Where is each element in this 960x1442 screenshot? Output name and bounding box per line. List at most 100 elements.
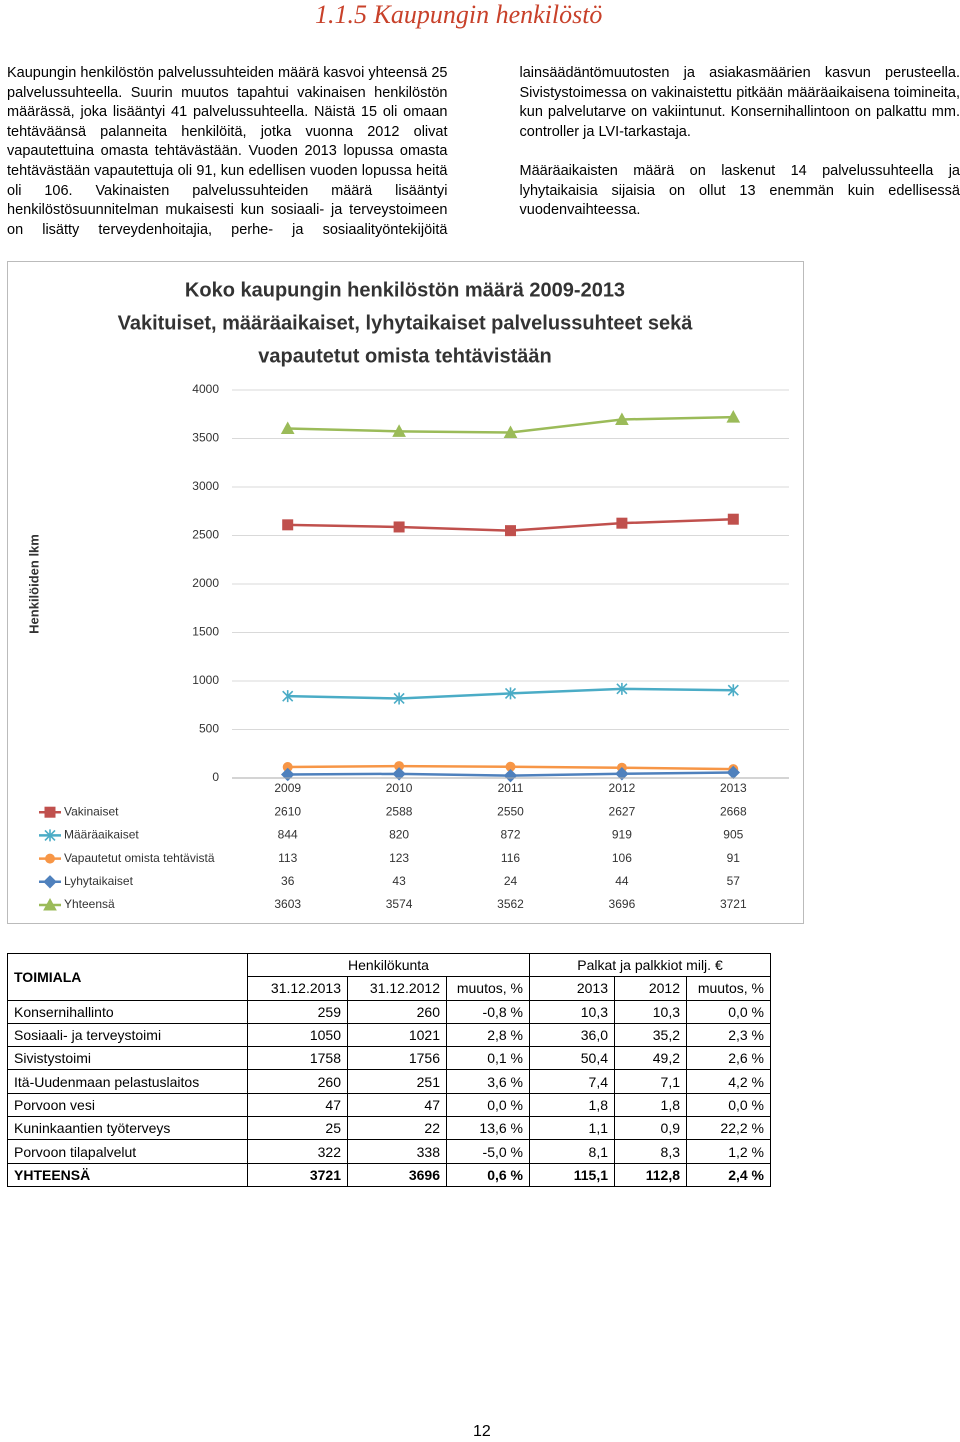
header-cell: 2013 bbox=[529, 976, 615, 1001]
marker bbox=[615, 767, 629, 781]
table-cell: 8,1 bbox=[529, 1139, 615, 1164]
data-label: 3696 bbox=[609, 897, 636, 911]
table-cell: 4,2 % bbox=[686, 1069, 771, 1094]
table-cell: 2,8 % bbox=[446, 1022, 530, 1048]
table-cell: 22,2 % bbox=[686, 1116, 771, 1141]
marker bbox=[392, 767, 406, 781]
table-row: Sosiaali- ja terveystoimi 1050 1021 2,8 % 36… bbox=[7, 1022, 771, 1048]
marker bbox=[503, 768, 518, 783]
table-cell: 49,2 bbox=[614, 1046, 687, 1071]
header-cell: 2012 bbox=[614, 976, 687, 1001]
table-cell: 0,9 bbox=[614, 1116, 687, 1141]
table-cell: 47 bbox=[347, 1092, 447, 1118]
table-cell: -0,8 % bbox=[446, 999, 530, 1024]
table-cell: -5,0 % bbox=[446, 1139, 530, 1164]
table-cell: 0,1 % bbox=[446, 1046, 530, 1071]
table-cell: 2,6 % bbox=[686, 1046, 771, 1071]
x-tick-label: 2010 bbox=[386, 781, 413, 795]
table-cell: 3696 bbox=[347, 1162, 447, 1187]
x-tick-label: 2012 bbox=[609, 781, 636, 795]
body-text: Kaupungin henkilöstön palvelussuhteiden … bbox=[7, 64, 960, 244]
marker bbox=[616, 682, 628, 695]
header-cell: Palkat ja palkkiot milj. € bbox=[529, 952, 771, 978]
data-label: 820 bbox=[389, 828, 409, 842]
table-row: YHTEENSÄ 3721 3696 0,6 % 115,1 112,8 2,4 % bbox=[7, 1162, 771, 1187]
table-cell: Sosiaali- ja terveystoimi bbox=[7, 1022, 248, 1048]
marker bbox=[505, 525, 516, 537]
data-label: 2550 bbox=[497, 804, 524, 818]
table-cell: 0,0 % bbox=[446, 1092, 530, 1118]
chart: Koko kaupungin henkilöstön määrä 2009-20… bbox=[7, 261, 804, 924]
paragraph: Kaupungin henkilöstön palvelussuhteiden … bbox=[7, 65, 960, 238]
legend-label: Vapautetut omista tehtävistä bbox=[64, 851, 215, 865]
table-cell: 1,2 % bbox=[686, 1139, 771, 1164]
table-cell: 1050 bbox=[247, 1022, 348, 1048]
table-cell: 115,1 bbox=[529, 1162, 615, 1187]
table-cell: 251 bbox=[347, 1069, 447, 1094]
marker bbox=[727, 513, 739, 525]
y-tick-label: 500 bbox=[199, 722, 219, 736]
y-tick-label: 3000 bbox=[192, 479, 219, 493]
table-row: Porvoon tilapalvelut 322 338 -5,0 % 8,1 8,3 1,… bbox=[7, 1139, 771, 1164]
data-label: 116 bbox=[501, 851, 520, 865]
table-row: Konsernihallinto 259 260 -0,8 % 10,3 10,3 0,0 … bbox=[7, 999, 771, 1024]
data-label: 919 bbox=[612, 828, 632, 842]
marker bbox=[393, 692, 405, 705]
table-cell: 2,4 % bbox=[686, 1162, 771, 1187]
data-label: 106 bbox=[612, 851, 632, 865]
data-label: 3603 bbox=[274, 897, 301, 911]
legend-label: Yhteensä bbox=[64, 897, 115, 911]
legend-marker bbox=[44, 829, 56, 842]
table-row: Kuninkaantien työterveys 25 22 13,6 % 1,1 0,9… bbox=[7, 1116, 771, 1141]
table-cell: 322 bbox=[247, 1139, 348, 1164]
chart-title: Vakituiset, määräaikaiset, lyhytaikaiset… bbox=[118, 312, 694, 334]
header-cell: muutos, % bbox=[686, 976, 771, 1001]
table-cell: 50,4 bbox=[529, 1046, 615, 1071]
legend-label: Lyhytaikaiset bbox=[64, 874, 134, 888]
table-row: Sivistystoimi 1758 1756 0,1 % 50,4 49,2 2,6 % bbox=[7, 1046, 771, 1071]
staff-table: TOIMIALA Henkilökunta Palkat ja palkkiot m… bbox=[7, 952, 771, 1187]
table-cell: 8,3 bbox=[614, 1139, 687, 1164]
table-cell: 7,1 bbox=[614, 1069, 687, 1094]
section-heading: 1.1.5 Kaupungin henkilöstö bbox=[315, 0, 603, 29]
table-cell: 259 bbox=[247, 999, 348, 1024]
x-tick-label: 2011 bbox=[498, 781, 524, 795]
table-cell: 0,6 % bbox=[446, 1162, 530, 1187]
table-cell: 0,0 % bbox=[686, 1092, 771, 1118]
header-row: TOIMIALA Henkilökunta Palkat ja palkkiot m… bbox=[7, 952, 771, 1001]
data-label: 2610 bbox=[274, 804, 301, 818]
legend-label: Vakinaiset bbox=[64, 804, 119, 818]
table-cell: Porvoon vesi bbox=[7, 1092, 248, 1118]
data-label: 2588 bbox=[386, 804, 413, 818]
marker bbox=[393, 521, 405, 533]
table-cell: 1756 bbox=[347, 1046, 447, 1071]
header-cell: Henkilökunta bbox=[247, 952, 530, 978]
table-cell: 7,4 bbox=[529, 1069, 615, 1094]
table-cell: 10,3 bbox=[529, 999, 615, 1024]
table-cell: 260 bbox=[347, 999, 447, 1024]
table-cell: 36,0 bbox=[529, 1022, 615, 1048]
table-cell: 35,2 bbox=[614, 1022, 687, 1048]
page-number: 12 bbox=[473, 1423, 491, 1440]
marker bbox=[615, 412, 629, 425]
chart-frame bbox=[7, 261, 804, 924]
table-cell: 1021 bbox=[347, 1022, 447, 1048]
y-tick-label: 4000 bbox=[192, 382, 219, 396]
table-cell: Konsernihallinto bbox=[7, 999, 248, 1024]
data-label: 2668 bbox=[720, 804, 747, 818]
data-label: 91 bbox=[727, 851, 741, 865]
table-cell: YHTEENSÄ bbox=[7, 1162, 248, 1187]
table-cell: 338 bbox=[347, 1139, 447, 1164]
legend-marker bbox=[43, 897, 57, 911]
table-cell: Itä-Uudenmaan pelastuslaitos bbox=[7, 1069, 248, 1094]
table-cell: Kuninkaantien työterveys bbox=[7, 1116, 248, 1141]
table-cell: 1758 bbox=[247, 1046, 348, 1071]
table-row: Itä-Uudenmaan pelastuslaitos 260 251 3,6 % 7… bbox=[7, 1069, 771, 1094]
marker bbox=[280, 421, 295, 435]
data-label: 43 bbox=[392, 874, 406, 888]
marker bbox=[282, 690, 294, 703]
table-cell: 1,1 bbox=[529, 1116, 615, 1141]
marker bbox=[504, 687, 517, 700]
data-label: 3562 bbox=[497, 897, 524, 911]
